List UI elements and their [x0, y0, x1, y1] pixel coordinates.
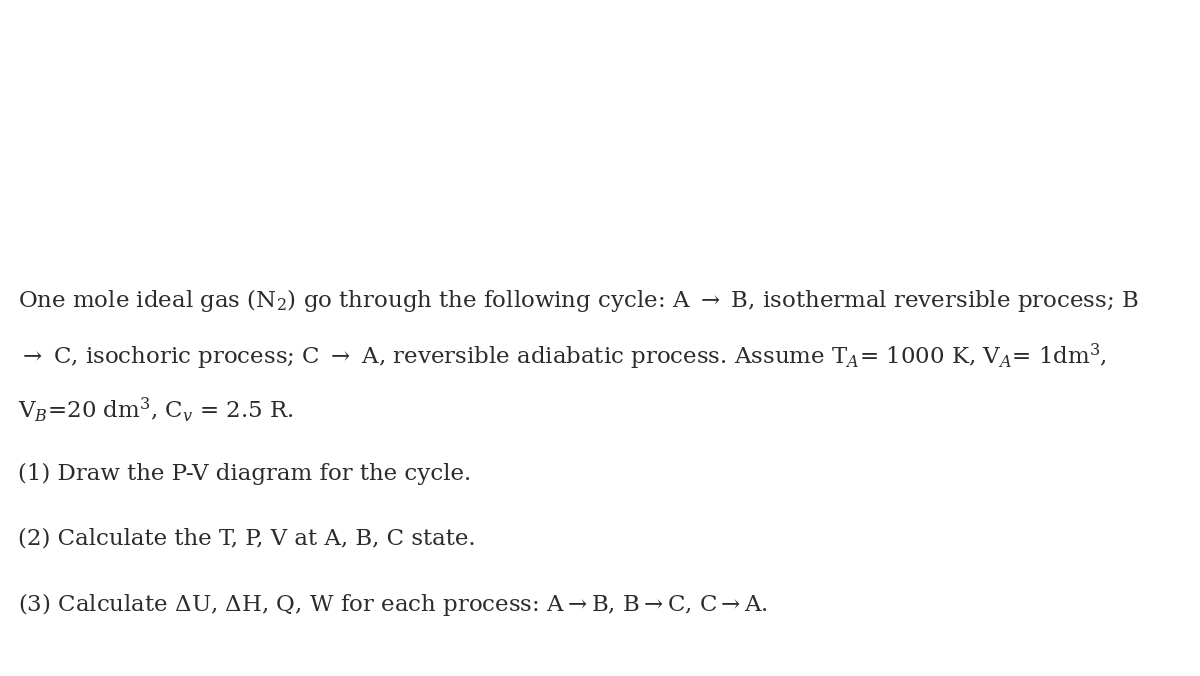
Text: (3) Calculate $\Delta$U, $\Delta$H, Q, W for each process: A$\rightarrow$B, B$\r: (3) Calculate $\Delta$U, $\Delta$H, Q, W…	[18, 592, 768, 619]
Text: V$_B$=20 dm$^3$, C$_v$ = 2.5 R.: V$_B$=20 dm$^3$, C$_v$ = 2.5 R.	[18, 395, 294, 425]
Text: $\rightarrow$ C, isochoric process; C $\rightarrow$ A, reversible adiabatic proc: $\rightarrow$ C, isochoric process; C $\…	[18, 341, 1106, 372]
Text: One mole ideal gas (N$_2$) go through the following cycle: A $\rightarrow$ B, is: One mole ideal gas (N$_2$) go through th…	[18, 287, 1139, 314]
Text: (1) Draw the P-V diagram for the cycle.: (1) Draw the P-V diagram for the cycle.	[18, 463, 472, 485]
Text: (2) Calculate the T, P, V at A, B, C state.: (2) Calculate the T, P, V at A, B, C sta…	[18, 527, 475, 550]
